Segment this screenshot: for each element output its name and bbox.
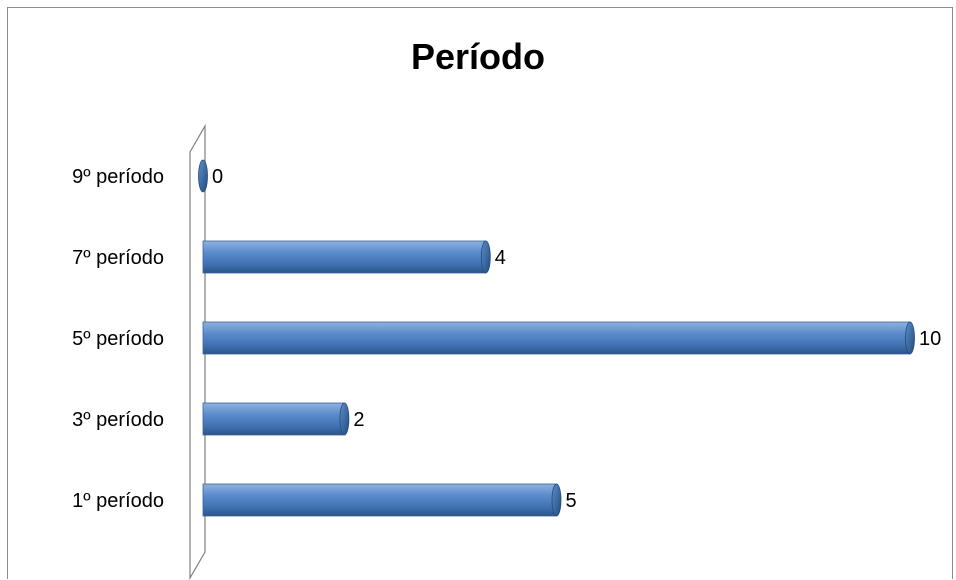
category-label: 7º período xyxy=(72,247,164,269)
category-label: 3º período xyxy=(72,409,164,431)
chart-title: Período xyxy=(410,36,545,77)
bar-cap xyxy=(480,240,491,274)
bar xyxy=(202,321,911,355)
category-label: 5º período xyxy=(72,328,164,350)
bar-cap xyxy=(551,483,562,517)
bar-cap xyxy=(198,159,208,193)
category-label: 1º período xyxy=(72,490,164,512)
category-label: 9º período xyxy=(72,166,164,188)
bar xyxy=(202,483,557,517)
axis-wall xyxy=(189,123,206,580)
data-label: 10 xyxy=(919,328,941,350)
data-label: 4 xyxy=(495,247,506,269)
data-label: 5 xyxy=(566,490,577,512)
bar xyxy=(202,240,487,274)
bar xyxy=(202,402,345,436)
bar-cap xyxy=(905,321,915,355)
data-label: 0 xyxy=(212,166,223,188)
data-label: 2 xyxy=(353,409,364,431)
bar-cap xyxy=(339,402,350,436)
